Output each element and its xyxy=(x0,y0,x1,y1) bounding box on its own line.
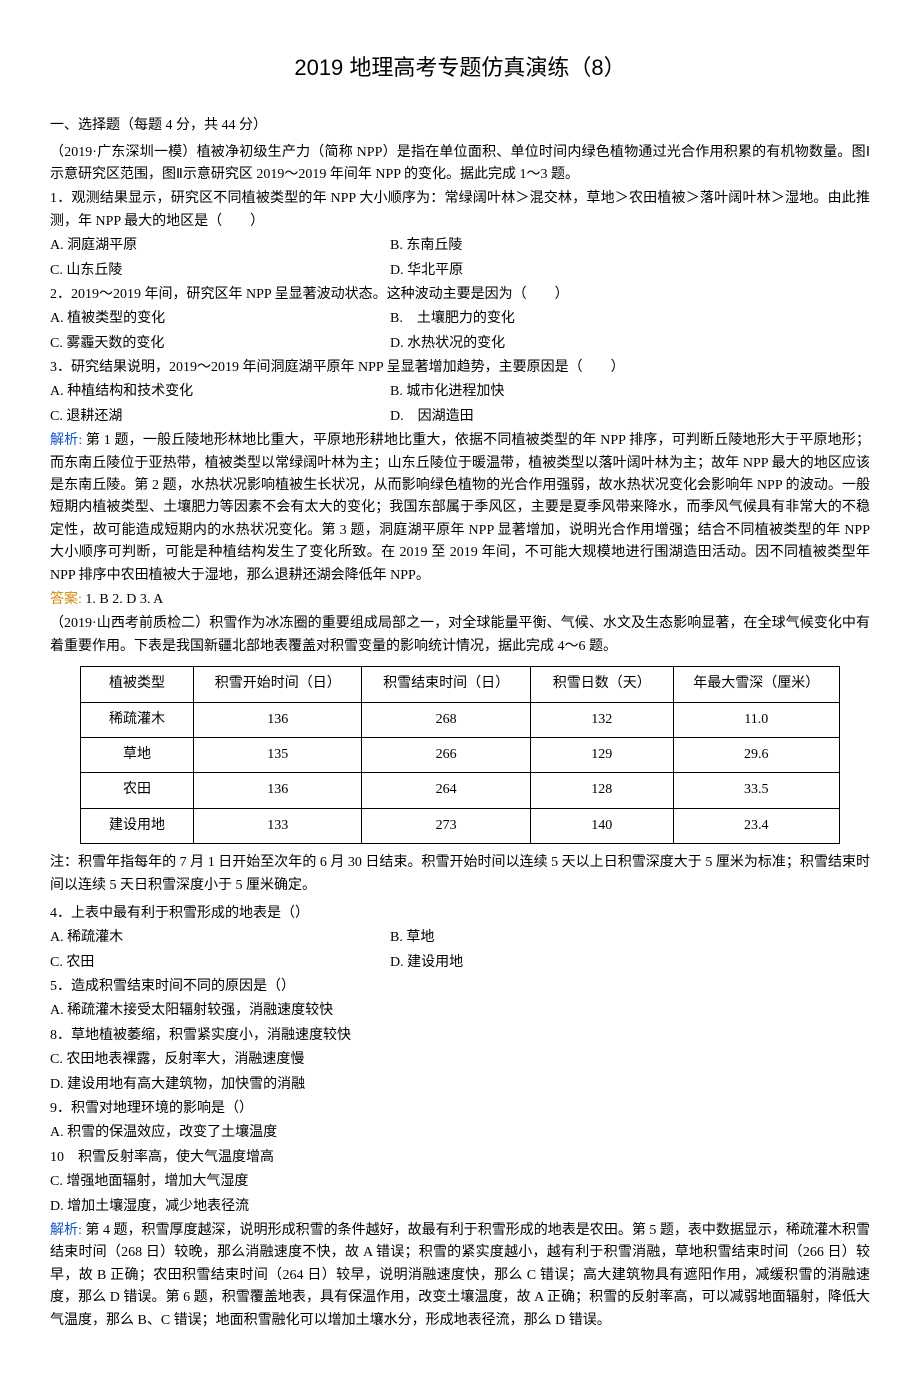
table-note: 注：积雪年指每年的 7 月 1 日开始至次年的 6 月 30 日结束。积雪开始时… xyxy=(50,852,870,897)
intro-paragraph-1: （2019·广东深圳一模）植被净初级生产力（简称 NPP）是指在单位面积、单位时… xyxy=(50,142,870,187)
table-cell: 136 xyxy=(194,773,362,808)
q2-options-row2: C. 雾霾天数的变化 D. 水热状况的变化 xyxy=(50,333,870,355)
table-cell: 273 xyxy=(362,808,530,843)
intro-paragraph-2: （2019·山西考前质检二）积雪作为冰冻圈的重要组成局部之一，对全球能量平衡、气… xyxy=(50,613,870,658)
q4-option-d: D. 建设用地 xyxy=(390,952,870,974)
q1-option-c: C. 山东丘陵 xyxy=(50,260,390,282)
q1-option-d: D. 华北平原 xyxy=(390,260,870,282)
analysis-2: 解析: 第 4 题，积雪厚度越深，说明形成积雪的条件越好，故最有利于积雪形成的地… xyxy=(50,1220,870,1332)
q1-option-b: B. 东南丘陵 xyxy=(390,235,870,257)
analysis-text: 第 1 题，一般丘陵地形林地比重大，平原地形耕地比重大，依据不同植被类型的年 N… xyxy=(50,433,870,582)
table-cell: 33.5 xyxy=(673,773,839,808)
q6-option-a: A. 积雪的保温效应，改变了土壤温度 xyxy=(50,1122,870,1144)
table-cell: 264 xyxy=(362,773,530,808)
table-cell: 140 xyxy=(530,808,673,843)
table-cell: 266 xyxy=(362,737,530,772)
table-cell: 11.0 xyxy=(673,702,839,737)
q1-option-a: A. 洞庭湖平原 xyxy=(50,235,390,257)
q1-options-row2: C. 山东丘陵 D. 华北平原 xyxy=(50,260,870,282)
q4-option-b: B. 草地 xyxy=(390,927,870,949)
question-2: 2．2019～2019 年间，研究区年 NPP 呈显著波动状态。这种波动主要是因… xyxy=(50,284,870,306)
q2-option-a: A. 植被类型的变化 xyxy=(50,308,390,330)
q2-option-d: D. 水热状况的变化 xyxy=(390,333,870,355)
table-cell: 128 xyxy=(530,773,673,808)
q4-options-row1: A. 稀疏灌木 B. 草地 xyxy=(50,927,870,949)
table-header-row: 植被类型 积雪开始时间（日） 积雪结束时间（日） 积雪日数（天） 年最大雪深（厘… xyxy=(81,667,840,702)
question-5: 5．造成积雪结束时间不同的原因是（） xyxy=(50,976,870,998)
table-cell: 23.4 xyxy=(673,808,839,843)
table-header-type: 植被类型 xyxy=(81,667,194,702)
table-cell: 268 xyxy=(362,702,530,737)
table-header-days: 积雪日数（天） xyxy=(530,667,673,702)
table-cell: 草地 xyxy=(81,737,194,772)
q5-option-c: C. 农田地表裸露，反射率大，消融速度慢 xyxy=(50,1049,870,1071)
table-row: 稀疏灌木 136 268 132 11.0 xyxy=(81,702,840,737)
q3-options-row1: A. 种植结构和技术变化 B. 城市化进程加快 xyxy=(50,381,870,403)
table-cell: 稀疏灌木 xyxy=(81,702,194,737)
table-cell: 129 xyxy=(530,737,673,772)
question-3: 3．研究结果说明，2019～2019 年间洞庭湖平原年 NPP 呈显著增加趋势，… xyxy=(50,357,870,379)
question-4: 4．上表中最有利于积雪形成的地表是（） xyxy=(50,903,870,925)
table-cell: 29.6 xyxy=(673,737,839,772)
analysis-label: 解析: xyxy=(50,1223,82,1238)
analysis-1: 解析: 第 1 题，一般丘陵地形林地比重大，平原地形耕地比重大，依据不同植被类型… xyxy=(50,430,870,587)
question-6: 9．积雪对地理环境的影响是（） xyxy=(50,1098,870,1120)
q3-option-a: A. 种植结构和技术变化 xyxy=(50,381,390,403)
q3-options-row2: C. 退耕还湖 D. 因湖造田 xyxy=(50,406,870,428)
q5-option-b: 8．草地植被萎缩，积雪紧实度小，消融速度较快 xyxy=(50,1025,870,1047)
table-header-depth: 年最大雪深（厘米） xyxy=(673,667,839,702)
table-cell: 133 xyxy=(194,808,362,843)
table-header-start: 积雪开始时间（日） xyxy=(194,667,362,702)
q3-option-b: B. 城市化进程加快 xyxy=(390,381,870,403)
q4-option-a: A. 稀疏灌木 xyxy=(50,927,390,949)
analysis-label: 解析: xyxy=(50,433,82,448)
q5-option-d: D. 建设用地有高大建筑物，加快雪的消融 xyxy=(50,1074,870,1096)
table-cell: 农田 xyxy=(81,773,194,808)
q2-option-b: B. 土壤肥力的变化 xyxy=(390,308,870,330)
q5-option-a: A. 稀疏灌木接受太阳辐射较强，消融速度较快 xyxy=(50,1000,870,1022)
q4-options-row2: C. 农田 D. 建设用地 xyxy=(50,952,870,974)
table-cell: 132 xyxy=(530,702,673,737)
table-cell: 建设用地 xyxy=(81,808,194,843)
table-row: 草地 135 266 129 29.6 xyxy=(81,737,840,772)
question-1: 1．观测结果显示，研究区不同植被类型的年 NPP 大小顺序为：常绿阔叶林＞混交林… xyxy=(50,188,870,233)
answer-1: 答案: 1. B 2. D 3. A xyxy=(50,589,870,611)
q2-options-row1: A. 植被类型的变化 B. 土壤肥力的变化 xyxy=(50,308,870,330)
page-title: 2019 地理高考专题仿真演练（8） xyxy=(50,50,870,85)
table-header-end: 积雪结束时间（日） xyxy=(362,667,530,702)
answer-text: 1. B 2. D 3. A xyxy=(82,592,163,607)
table-row: 建设用地 133 273 140 23.4 xyxy=(81,808,840,843)
table-cell: 136 xyxy=(194,702,362,737)
q6-option-d: D. 增加土壤湿度，减少地表径流 xyxy=(50,1196,870,1218)
q2-option-c: C. 雾霾天数的变化 xyxy=(50,333,390,355)
analysis-text: 第 4 题，积雪厚度越深，说明形成积雪的条件越好，故最有利于积雪形成的地表是农田… xyxy=(50,1223,870,1328)
q1-options-row1: A. 洞庭湖平原 B. 东南丘陵 xyxy=(50,235,870,257)
table-row: 农田 136 264 128 33.5 xyxy=(81,773,840,808)
answer-label: 答案: xyxy=(50,592,82,607)
q6-option-c: C. 增强地面辐射，增加大气湿度 xyxy=(50,1171,870,1193)
q3-option-c: C. 退耕还湖 xyxy=(50,406,390,428)
q6-option-b: 10 积雪反射率高，使大气温度增高 xyxy=(50,1147,870,1169)
section-header: 一、选择题（每题 4 分，共 44 分） xyxy=(50,115,870,137)
snow-data-table: 植被类型 积雪开始时间（日） 积雪结束时间（日） 积雪日数（天） 年最大雪深（厘… xyxy=(80,666,840,844)
q3-option-d: D. 因湖造田 xyxy=(390,406,870,428)
table-cell: 135 xyxy=(194,737,362,772)
q4-option-c: C. 农田 xyxy=(50,952,390,974)
